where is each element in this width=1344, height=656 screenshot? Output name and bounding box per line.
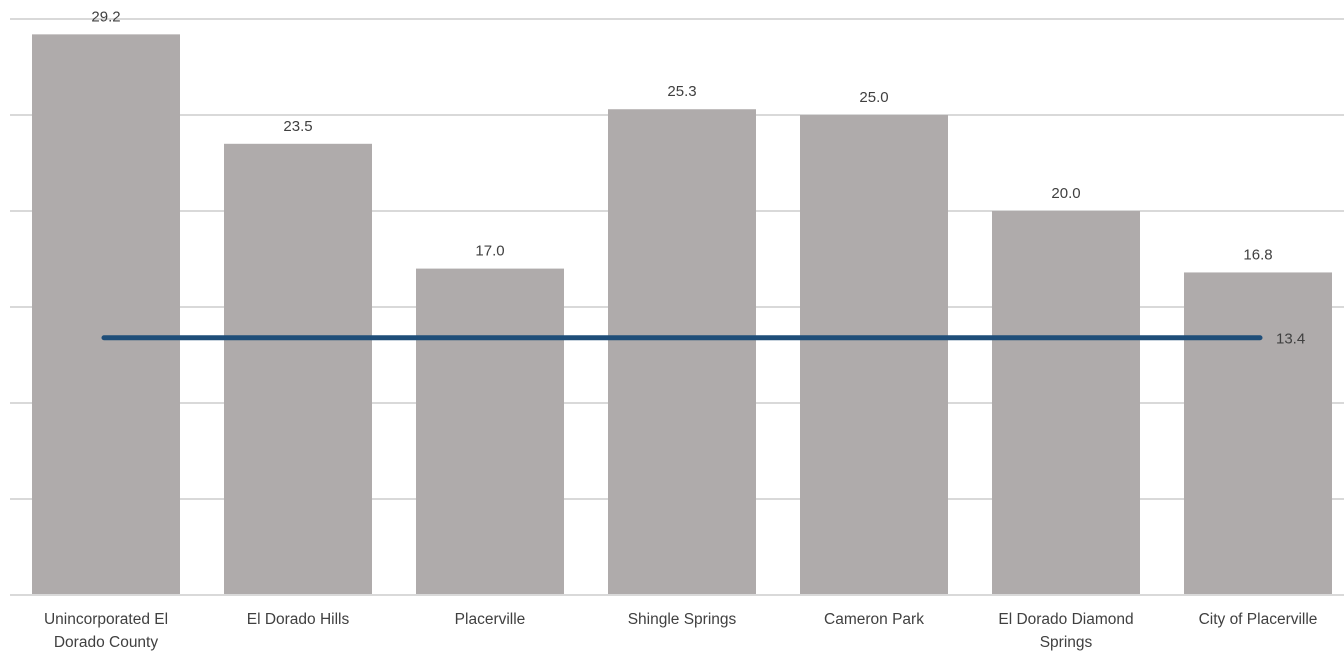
bar (992, 211, 1140, 595)
category-labels: Unincorporated El Dorado County El Dorado … (44, 611, 1317, 651)
category-label: Shingle Springs (628, 611, 737, 628)
category-label: Placerville (455, 611, 526, 628)
bar-value-label: 25.3 (667, 83, 696, 100)
bars (32, 34, 1332, 596)
bar (32, 34, 180, 596)
bar (800, 115, 948, 595)
bar-value-label: 20.0 (1051, 185, 1080, 202)
bar-value-label: 17.0 (475, 243, 504, 260)
category-label: Unincorporated El Dorado County (44, 611, 168, 651)
bar (224, 143, 372, 596)
bar-value-label: 25.0 (859, 89, 888, 106)
category-label: El Dorado Diamond Springs (998, 611, 1133, 651)
bar (608, 109, 756, 596)
bar-value-label: 16.8 (1243, 246, 1272, 263)
reference-line-group: 13.4 (101, 331, 1305, 348)
bar-value-label: 29.2 (91, 8, 120, 25)
bar (416, 268, 564, 595)
category-label: Cameron Park (824, 611, 924, 628)
bar-value-labels: 29.2 23.5 17.0 25.3 25.0 20.0 16.8 (91, 8, 1272, 263)
category-label: El Dorado Hills (247, 611, 350, 628)
category-label: City of Placerville (1199, 611, 1318, 628)
bar (1184, 272, 1332, 595)
reference-line-label: 13.4 (1276, 331, 1305, 348)
bar-value-label: 23.5 (283, 118, 312, 135)
